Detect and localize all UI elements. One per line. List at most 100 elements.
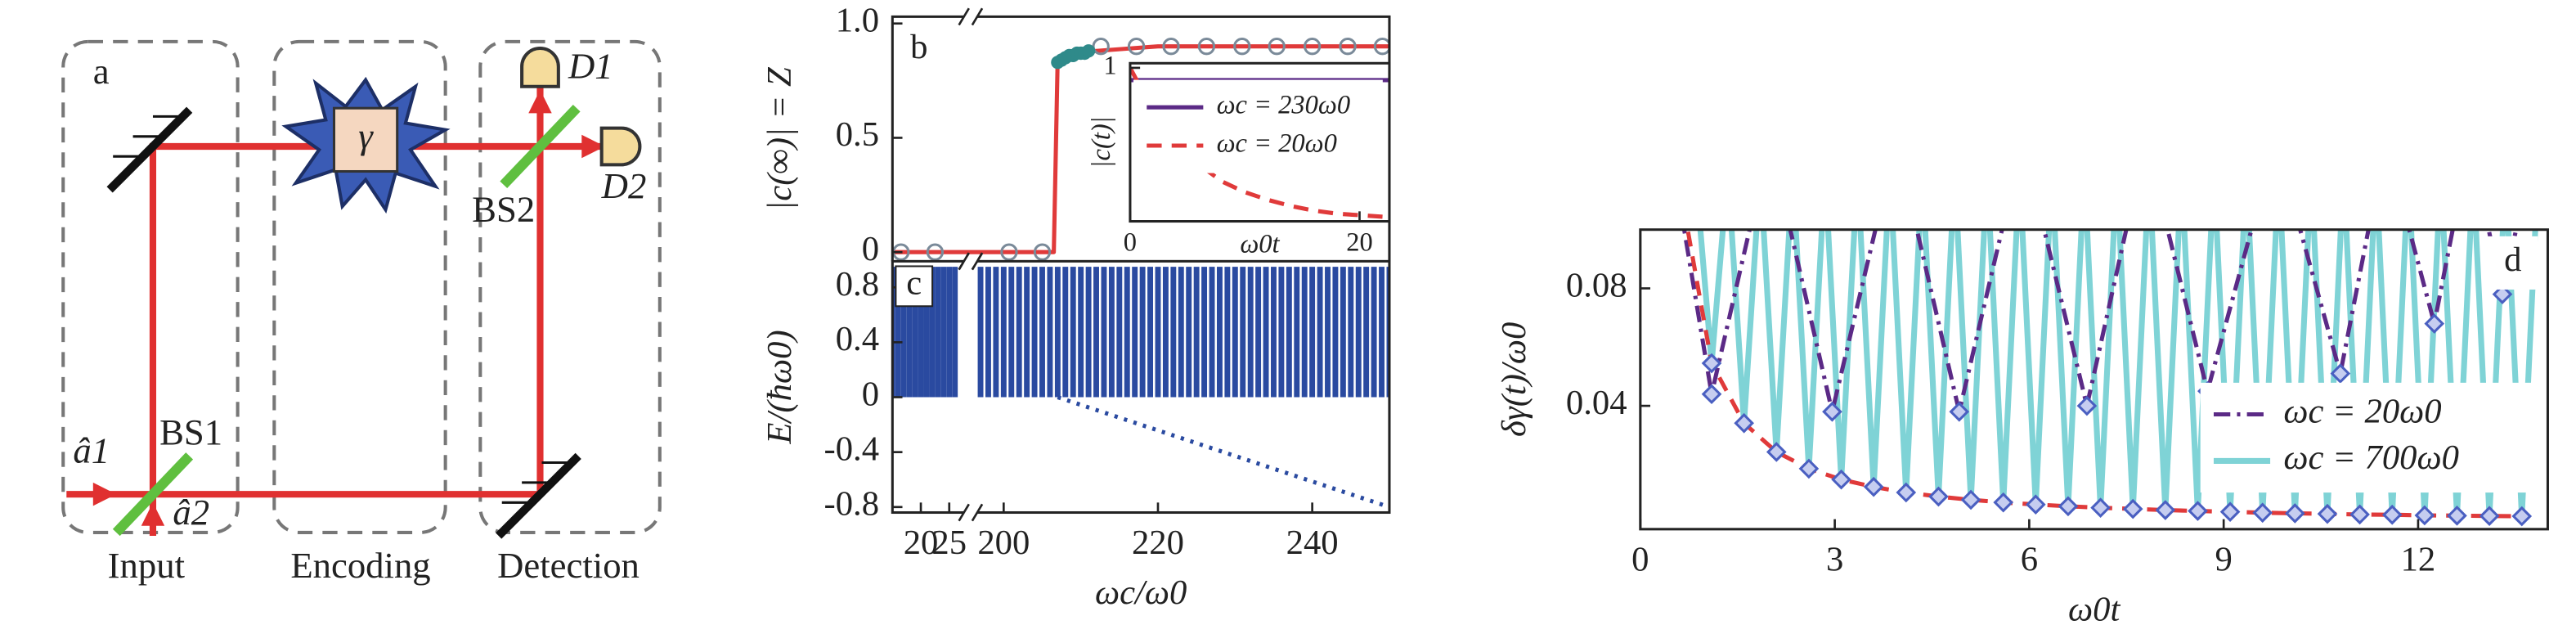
diamond-marker (2349, 504, 2370, 525)
y-axis-title: |c(t)| (1087, 116, 1116, 168)
diamond-marker (2285, 503, 2305, 524)
data-line (1681, 229, 2519, 414)
diamond-marker (1928, 486, 1949, 507)
panel-label: a (93, 51, 110, 92)
arrow (528, 89, 552, 114)
data-point (1303, 37, 1322, 56)
y-tick-label: 0.04 (1566, 384, 1627, 422)
data-point (1197, 37, 1216, 56)
x-tick-label: 240 (1286, 524, 1339, 562)
x-axis-title: ωc/ω0 (1095, 573, 1187, 612)
data-point (1162, 37, 1180, 56)
data-point (1373, 37, 1389, 56)
data-point (1233, 37, 1251, 56)
stage-label: Input (108, 545, 186, 586)
y-tick-label: 0.4 (836, 320, 879, 358)
diamond-marker (1701, 384, 1722, 405)
data-point (926, 243, 945, 261)
x-tick-label: 20 (1346, 227, 1373, 257)
plot-area (892, 37, 1389, 261)
legend-label: ωc = 20ω0 (2283, 392, 2441, 430)
legend-box (1133, 79, 1383, 173)
panel-label: c (906, 264, 922, 303)
diamond-marker (1766, 442, 1787, 462)
y-axis-title: δγ(t)/ω0 (1495, 322, 1533, 437)
diamond-marker (1734, 412, 1754, 434)
axis-break-mark (958, 503, 984, 522)
diamond-marker (2076, 395, 2098, 416)
arrow (581, 134, 605, 159)
diamond-marker (2492, 284, 2513, 305)
diamond-marker (2155, 500, 2176, 520)
arrow (92, 482, 117, 506)
chart-panel: 1 0 20 |c(t)| ω0t ωc = 230ω0 ωc = 20ω0 (1087, 51, 1391, 259)
beam-splitter (112, 452, 194, 537)
diamond-marker (2267, 133, 2283, 150)
legend-label: ωc = 20ω0 (1217, 128, 1337, 158)
mirrors (106, 106, 581, 539)
diamond-marker (2511, 506, 2533, 527)
diamond-marker (2330, 363, 2351, 384)
panel-label: b (910, 28, 927, 66)
detector-2 (599, 126, 642, 167)
mirror (496, 452, 581, 539)
panel-label: d (2504, 241, 2521, 279)
diamond-marker (2317, 503, 2338, 524)
diamond-marker (2447, 506, 2467, 526)
beam-splitters (112, 104, 581, 537)
encoder-box (332, 106, 399, 173)
axis-break-gap (963, 507, 977, 518)
x-axis-title: ω0t (1240, 230, 1280, 259)
axis-frame (1639, 228, 2549, 531)
y-tick-label: 1.0 (836, 2, 879, 40)
data-point (1268, 37, 1286, 56)
axis-frame (1129, 61, 1391, 223)
diamond-marker (2381, 504, 2403, 525)
data-point (1127, 37, 1146, 56)
y-tick-label: -0.4 (824, 429, 880, 468)
diamond-marker (1701, 353, 1722, 374)
x-tick-label: 0 (1124, 227, 1137, 257)
axis-break-mark (958, 7, 984, 26)
y-tick-label: 0.5 (836, 115, 879, 154)
axis-break-mark (958, 252, 984, 271)
beam-arrows (92, 89, 605, 526)
panel-label-box (2488, 236, 2538, 290)
detector-label: D1 (568, 46, 613, 87)
beam-splitter-label: BS1 (159, 411, 222, 452)
diamond-marker (1949, 401, 1970, 422)
diamond-marker (1798, 458, 1820, 479)
diamond-marker (2014, 133, 2031, 150)
diamond-marker (2526, 133, 2542, 150)
diamond-marker (2090, 497, 2111, 518)
diamond-marker (2462, 133, 2478, 150)
diamond-marker (2252, 502, 2273, 524)
diamond-marker (2138, 133, 2154, 150)
data-point (1033, 243, 1052, 261)
x-tick-label: 220 (1132, 524, 1184, 562)
data-point (1339, 37, 1357, 56)
beam-splitter-label: BS2 (472, 189, 535, 230)
axis-frame (891, 259, 1391, 515)
data-line (1057, 395, 1389, 510)
data-point (1092, 37, 1110, 56)
setup-diagram: a γ D1 D2 BS2 BS1 â1 â2 Input Encoding D… (61, 39, 662, 586)
diamond-marker (1863, 476, 1884, 497)
diamond-marker (2188, 501, 2208, 521)
y-tick-label: 0.08 (1566, 266, 1627, 304)
plot-area (1681, 133, 2542, 527)
y-tick-label: -0.8 (824, 485, 880, 524)
detection-box (478, 39, 662, 534)
y-tick-label: 0 (862, 375, 879, 413)
axis-break-gap (963, 256, 977, 267)
diamond-marker (1761, 133, 1778, 150)
stage-label: Encoding (290, 545, 430, 586)
diamond-marker (2414, 505, 2435, 526)
diamond-marker (1993, 492, 2014, 513)
mode-label: â2 (173, 492, 209, 533)
beam-splitter (500, 104, 581, 189)
mirror-hatching (113, 115, 576, 504)
x-axis-title: ω0t (2068, 590, 2120, 628)
mirror (106, 106, 193, 193)
